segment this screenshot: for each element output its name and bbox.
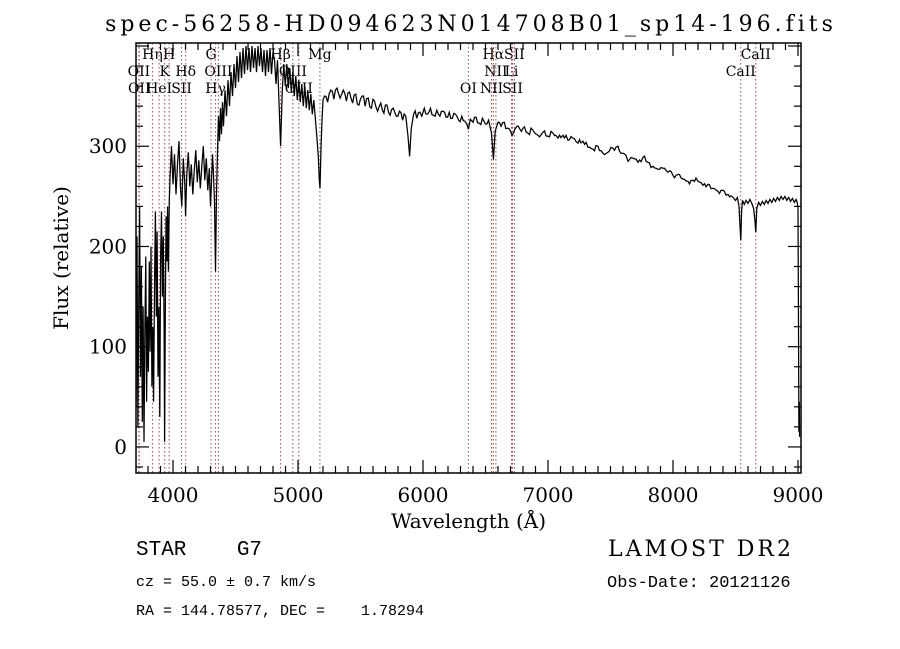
spectral-line-label: Hδ xyxy=(175,64,196,80)
spectral-line-label: SII xyxy=(504,47,525,63)
cz-value-label: cz = 55.0 ± 0.7 km/s xyxy=(136,574,317,591)
survey-release-label: LAMOST DR2 xyxy=(608,537,794,562)
y-tick-label: 0 xyxy=(114,435,127,459)
x-tick-label: 5000 xyxy=(273,483,324,507)
object-type-label: STAR G7 xyxy=(136,539,263,562)
spectral-line-label: Mg xyxy=(308,47,331,63)
spectral-line-label: NII xyxy=(484,64,507,80)
spectral-line-label: Hα xyxy=(483,47,505,63)
spectral-line-label: Hγ xyxy=(205,81,226,97)
axis-ticks xyxy=(136,43,801,473)
spectral-line-label: SII xyxy=(171,81,192,97)
spectral-line-label: CaII xyxy=(726,64,756,80)
y-tick-label: 200 xyxy=(89,234,127,258)
x-tick-label: 8000 xyxy=(648,483,699,507)
y-tick-label: 300 xyxy=(89,134,127,158)
plot-border xyxy=(135,42,802,474)
spectral-line-label: SII xyxy=(502,81,523,97)
ra-dec-label: RA = 144.78577, DEC = 1.78294 xyxy=(136,603,425,620)
spectral-line-label: OI xyxy=(460,81,477,97)
y-tick-label: 100 xyxy=(89,335,127,359)
spectral-line-label: NII xyxy=(480,81,503,97)
obs-date-label: Obs-Date: 20121126 xyxy=(607,574,791,593)
spectral-line-label: OII xyxy=(128,81,151,97)
spectral-line-label: OIII xyxy=(204,64,232,80)
x-tick-label: 7000 xyxy=(523,483,574,507)
x-tick-label: 9000 xyxy=(773,483,824,507)
plot-title: spec-56258-HD094623N014708B01_sp14-196.f… xyxy=(105,12,837,37)
spectrum-curve xyxy=(136,45,801,442)
spectral-line-label: Hη xyxy=(142,47,163,63)
spectral-line-label: G xyxy=(206,47,217,63)
spectral-line-label: Hβ xyxy=(271,47,291,63)
x-tick-label: 4000 xyxy=(148,483,199,507)
x-axis-title: Wavelength (Å) xyxy=(391,508,546,533)
spectral-line-label: Li xyxy=(505,64,519,80)
spectral-line-label: H xyxy=(163,47,175,63)
spectral-line-label: CaII xyxy=(741,47,771,63)
y-axis-title: Flux (relative) xyxy=(49,186,73,330)
x-tick-label: 6000 xyxy=(398,483,449,507)
spectral-line-label: K xyxy=(159,64,170,80)
spectral-line-label: HeI xyxy=(146,81,172,97)
